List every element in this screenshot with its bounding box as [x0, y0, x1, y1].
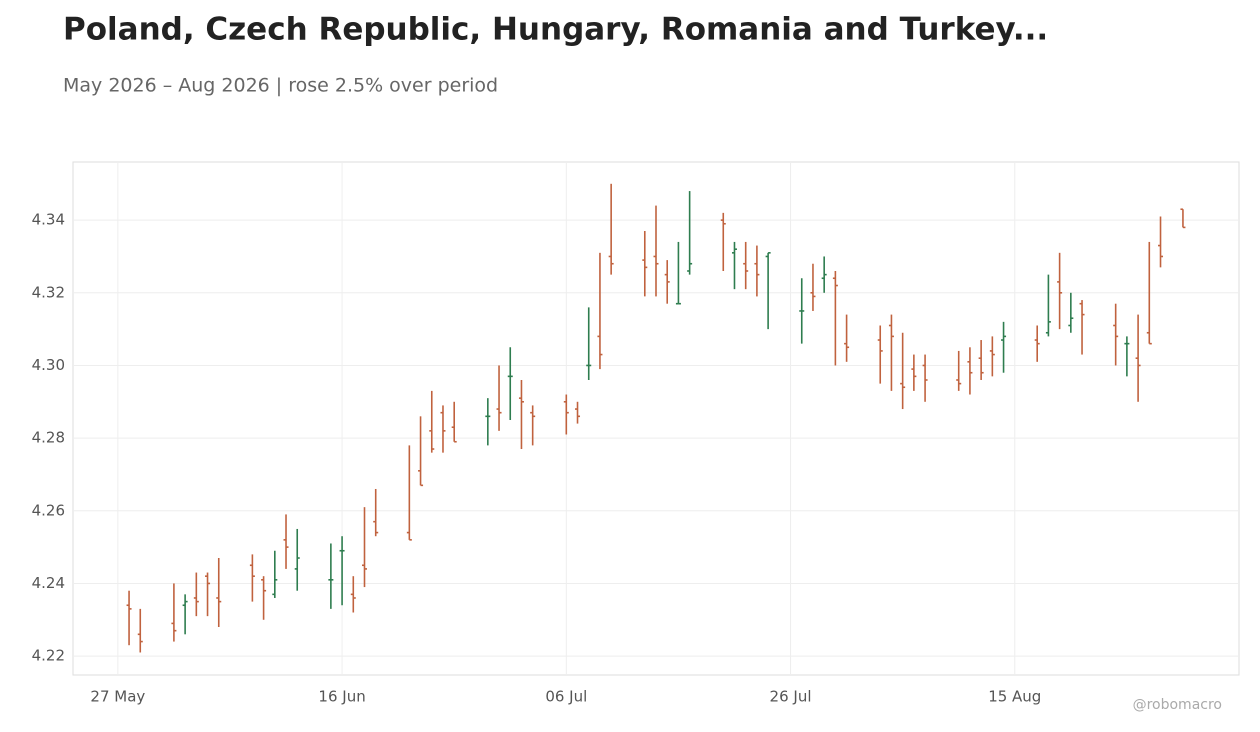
y-tick-label: 4.26	[32, 501, 65, 519]
x-tick-label: 27 May	[90, 688, 145, 706]
y-tick-label: 4.24	[32, 574, 65, 592]
chart-title: Poland, Czech Republic, Hungary, Romania…	[63, 12, 1048, 48]
watermark: @robomacro	[1133, 697, 1222, 713]
x-tick-label: 15 Aug	[988, 688, 1041, 706]
x-tick-label: 06 Jul	[545, 688, 587, 706]
chart-subtitle: May 2026 – Aug 2026 | rose 2.5% over per…	[63, 75, 498, 97]
y-tick-label: 4.28	[32, 429, 65, 447]
y-tick-label: 4.22	[32, 647, 65, 665]
y-tick-label: 4.34	[32, 211, 65, 229]
x-tick-label: 26 Jul	[770, 688, 812, 706]
y-tick-label: 4.30	[32, 356, 65, 374]
plot-frame	[72, 161, 1240, 676]
x-tick-label: 16 Jun	[318, 688, 365, 706]
y-tick-label: 4.32	[32, 283, 65, 301]
